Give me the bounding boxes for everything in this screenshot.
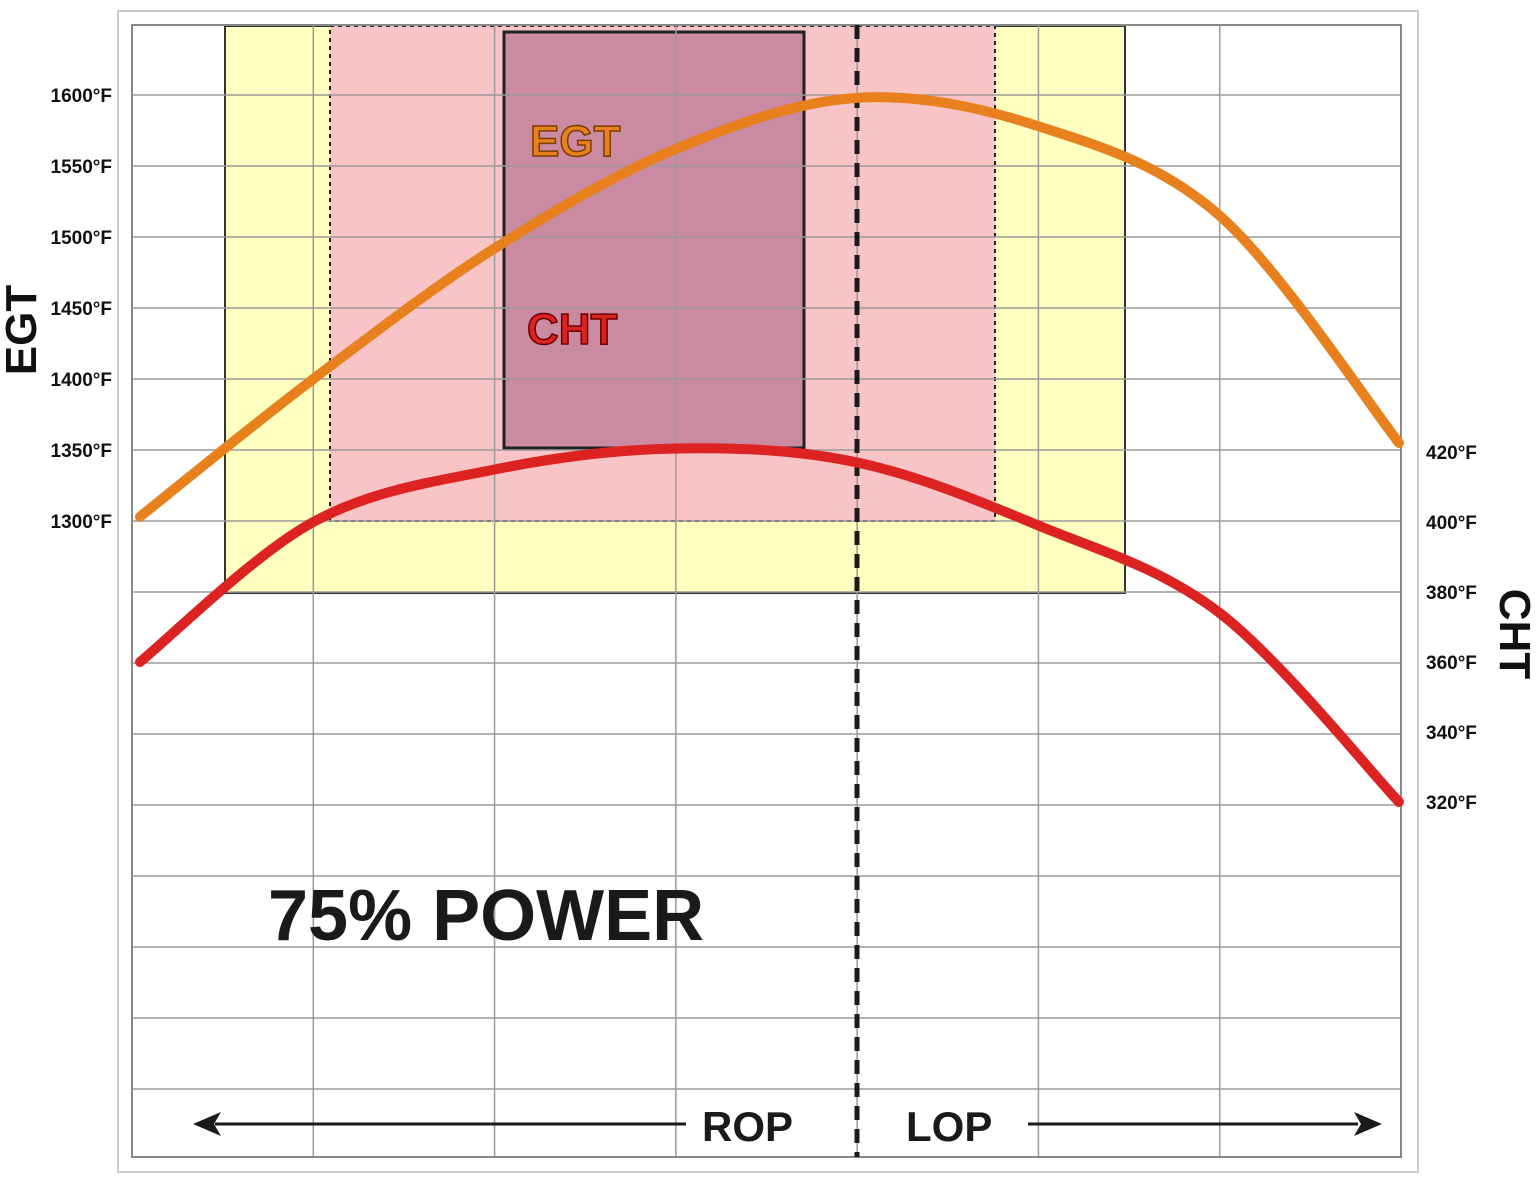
cht-series-label: CHT bbox=[527, 305, 618, 354]
left-axis-title: EGT bbox=[0, 285, 46, 376]
left-tick-label: 1400°F bbox=[51, 370, 112, 391]
right-tick-label: 320°F bbox=[1426, 793, 1477, 814]
left-tick-label: 1450°F bbox=[51, 299, 112, 320]
left-axis-ticks: 1600°F 1550°F 1500°F 1450°F 1400°F 1350°F 1300… bbox=[51, 86, 112, 533]
lop-arrowhead bbox=[1354, 1112, 1382, 1136]
left-tick-label: 1350°F bbox=[51, 441, 112, 462]
right-tick-label: 380°F bbox=[1426, 583, 1477, 604]
right-tick-label: 400°F bbox=[1426, 513, 1477, 534]
right-axis-ticks: 420°F 400°F 380°F 360°F 340°F 320°F bbox=[1426, 443, 1477, 814]
rop-arrowhead bbox=[193, 1112, 221, 1136]
plot-border bbox=[131, 24, 1402, 1158]
right-tick-label: 420°F bbox=[1426, 443, 1477, 464]
cht-series-line bbox=[135, 443, 1404, 807]
lop-label: LOP bbox=[906, 1103, 992, 1150]
left-tick-label: 1300°F bbox=[51, 512, 112, 533]
left-tick-label: 1550°F bbox=[51, 157, 112, 178]
power-title: 75% POWER bbox=[268, 876, 704, 956]
right-tick-label: 360°F bbox=[1426, 653, 1477, 674]
rop-label: ROP bbox=[702, 1103, 793, 1150]
right-tick-label: 340°F bbox=[1426, 723, 1477, 744]
egt-series-label: EGT bbox=[530, 117, 621, 166]
left-tick-label: 1600°F bbox=[51, 86, 112, 107]
left-tick-label: 1500°F bbox=[51, 228, 112, 249]
egt-series-line bbox=[135, 92, 1404, 522]
right-axis-title: CHT bbox=[1490, 589, 1536, 680]
